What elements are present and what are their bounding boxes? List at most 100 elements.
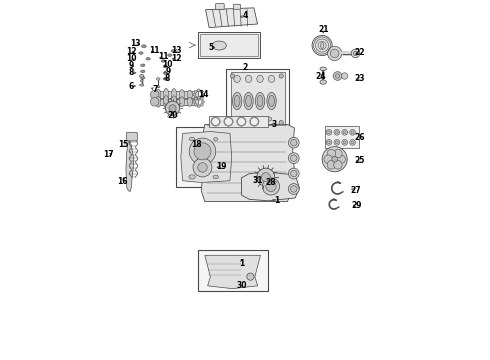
Circle shape <box>200 103 203 106</box>
Text: 9: 9 <box>129 62 134 71</box>
Circle shape <box>334 161 342 169</box>
Text: 8: 8 <box>129 68 134 77</box>
Circle shape <box>342 130 347 135</box>
Ellipse shape <box>162 60 165 62</box>
Polygon shape <box>242 172 299 201</box>
Circle shape <box>197 98 200 100</box>
Polygon shape <box>181 132 232 183</box>
Circle shape <box>332 156 338 162</box>
Circle shape <box>343 141 346 144</box>
Circle shape <box>212 118 220 126</box>
Text: 21: 21 <box>318 25 328 34</box>
Ellipse shape <box>140 84 144 86</box>
Text: 1: 1 <box>239 259 244 268</box>
Circle shape <box>250 118 258 126</box>
Text: 29: 29 <box>351 201 362 210</box>
Ellipse shape <box>179 90 185 100</box>
Circle shape <box>326 139 332 145</box>
FancyBboxPatch shape <box>216 4 224 9</box>
Circle shape <box>193 100 196 103</box>
Ellipse shape <box>164 66 167 67</box>
Ellipse shape <box>320 67 326 71</box>
Ellipse shape <box>139 52 143 54</box>
Circle shape <box>150 98 159 106</box>
Text: 17: 17 <box>103 150 113 159</box>
Text: 12: 12 <box>126 48 137 57</box>
Text: 9: 9 <box>165 67 171 76</box>
Ellipse shape <box>291 139 297 146</box>
Circle shape <box>327 161 336 169</box>
Ellipse shape <box>257 95 263 107</box>
Bar <box>197 32 260 58</box>
Text: 12: 12 <box>172 54 182 63</box>
Circle shape <box>335 131 338 134</box>
Text: 15: 15 <box>118 140 128 149</box>
Ellipse shape <box>168 54 172 57</box>
Circle shape <box>334 130 340 135</box>
Circle shape <box>351 131 354 134</box>
Circle shape <box>230 121 235 125</box>
Bar <box>155 91 197 98</box>
Ellipse shape <box>142 77 144 78</box>
Ellipse shape <box>255 93 265 110</box>
Ellipse shape <box>214 138 218 140</box>
FancyBboxPatch shape <box>126 132 137 141</box>
Ellipse shape <box>320 80 326 84</box>
Ellipse shape <box>291 155 297 161</box>
Ellipse shape <box>142 64 144 66</box>
Circle shape <box>150 90 159 99</box>
Text: 13: 13 <box>130 39 141 48</box>
Ellipse shape <box>172 89 177 101</box>
Circle shape <box>335 141 338 144</box>
Ellipse shape <box>172 50 174 51</box>
Ellipse shape <box>155 96 161 107</box>
Ellipse shape <box>189 137 195 141</box>
Text: 27: 27 <box>351 185 362 194</box>
Text: 24: 24 <box>315 72 325 81</box>
Circle shape <box>193 93 196 96</box>
Circle shape <box>166 101 180 116</box>
Ellipse shape <box>163 78 168 80</box>
Circle shape <box>197 89 200 92</box>
Circle shape <box>334 139 340 145</box>
Ellipse shape <box>172 96 177 108</box>
Ellipse shape <box>164 89 169 101</box>
Circle shape <box>342 139 347 145</box>
Circle shape <box>312 36 332 55</box>
Circle shape <box>337 155 345 163</box>
Polygon shape <box>205 8 258 28</box>
Ellipse shape <box>161 60 165 62</box>
Circle shape <box>200 97 203 100</box>
Ellipse shape <box>156 78 160 80</box>
Circle shape <box>194 103 197 106</box>
Text: 30: 30 <box>236 281 246 290</box>
Ellipse shape <box>189 175 196 179</box>
Text: 1: 1 <box>275 196 280 205</box>
Ellipse shape <box>143 45 145 47</box>
Circle shape <box>201 100 204 103</box>
Circle shape <box>327 46 342 60</box>
Ellipse shape <box>321 76 325 79</box>
Circle shape <box>279 121 283 125</box>
Circle shape <box>351 141 354 144</box>
Text: 3: 3 <box>271 120 276 129</box>
Circle shape <box>266 181 276 192</box>
Ellipse shape <box>187 97 193 106</box>
Bar <box>209 116 269 127</box>
Text: 11: 11 <box>149 46 160 55</box>
Bar <box>231 72 285 125</box>
Circle shape <box>169 105 176 112</box>
Circle shape <box>326 130 332 135</box>
Ellipse shape <box>320 42 323 49</box>
Ellipse shape <box>164 72 168 75</box>
Ellipse shape <box>244 93 253 110</box>
Circle shape <box>322 147 347 172</box>
Circle shape <box>335 74 340 78</box>
Text: 2: 2 <box>243 63 247 72</box>
Circle shape <box>327 141 330 144</box>
Text: 26: 26 <box>354 133 365 142</box>
Bar <box>197 250 268 291</box>
Circle shape <box>327 149 336 158</box>
Text: 8: 8 <box>165 74 170 83</box>
Circle shape <box>230 74 235 78</box>
